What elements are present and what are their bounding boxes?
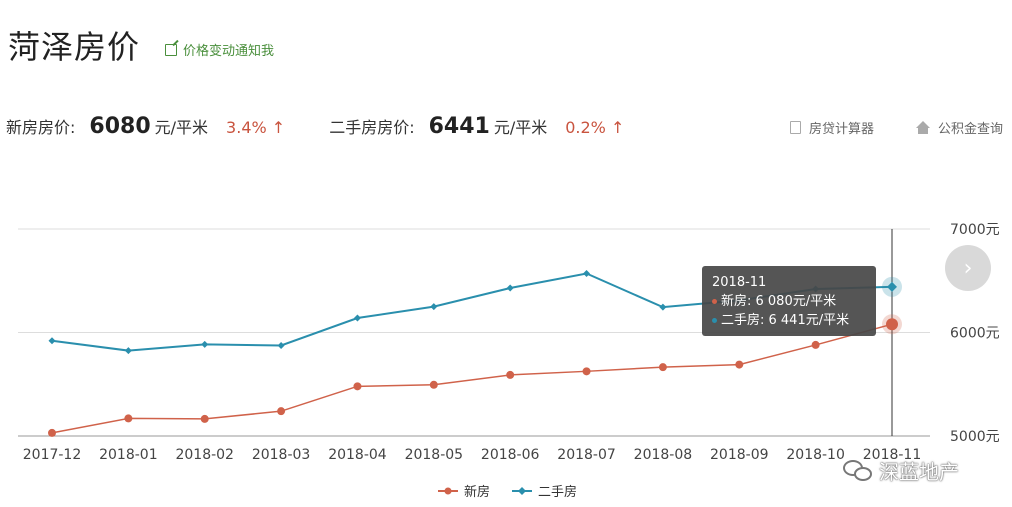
new-price-change: 3.4% ↑ — [226, 118, 286, 137]
watermark-text: 深蓝地产 — [879, 460, 959, 484]
watermark: 深蓝地产 — [843, 456, 959, 485]
price-change-notify-link[interactable]: 价格变动通知我 — [165, 40, 274, 59]
data-point-new — [658, 363, 667, 372]
tooltip-new-dot — [712, 299, 717, 304]
page-title: 菏泽房价 — [8, 28, 141, 66]
mortgage-calculator-link[interactable]: 房贷计算器 — [790, 118, 874, 137]
legend-label-new: 新房 — [464, 484, 490, 500]
tooltip-date: 2018-11 — [712, 275, 767, 290]
new-price-value: 6080 — [89, 114, 151, 139]
housing-fund-query-link[interactable]: 公积金查询 — [916, 118, 1003, 137]
tooltip-new-line: 新房: 6 080元/平米 — [721, 294, 837, 309]
used-price-change: 0.2% ↑ — [565, 118, 625, 137]
data-point-used — [506, 284, 514, 292]
data-point-new — [200, 414, 209, 423]
series-line-new — [51, 323, 893, 434]
price-summary: 新房房价: 6080 元/平米 3.4% ↑ 二手房房价: 6441 元/平米 … — [6, 114, 668, 139]
data-point-used — [430, 303, 438, 311]
legend-marker-used — [518, 487, 526, 495]
x-tick-label: 2018-10 — [786, 447, 845, 463]
x-tick-label: 2018-05 — [405, 447, 464, 463]
chart-tooltip: 2018-11 新房: 6 080元/平米 二手房: 6 441元/平米 — [702, 266, 876, 336]
legend-marker-new — [444, 487, 452, 495]
data-point-new — [506, 370, 515, 379]
used-price-unit: 元/平米 — [493, 118, 548, 137]
home-icon — [916, 121, 930, 134]
data-point-new — [886, 318, 898, 331]
data-point-new — [811, 340, 820, 349]
data-point-used — [887, 281, 897, 292]
notify-link-label: 价格变动通知我 — [183, 44, 275, 59]
data-point-used — [124, 347, 132, 355]
data-point-new — [735, 360, 744, 369]
data-point-new — [353, 382, 362, 391]
next-arrow-button[interactable]: › — [945, 245, 991, 291]
data-point-new — [582, 367, 591, 376]
mortgage-calculator-label: 房贷计算器 — [809, 122, 875, 137]
x-tick-label: 2018-11 — [863, 447, 922, 463]
x-tick-label: 2018-01 — [99, 447, 158, 463]
data-point-new — [277, 407, 286, 416]
tooltip-used-dot — [712, 318, 717, 323]
data-point-used — [48, 337, 56, 345]
data-point-new — [124, 414, 133, 423]
data-point-used — [659, 303, 667, 311]
tooltip-used-line: 二手房: 6 441元/平米 — [721, 313, 850, 328]
y-tick-label: 6000元 — [950, 326, 1000, 342]
x-tick-label: 2018-04 — [328, 447, 387, 463]
price-trend-chart: 7000元 6000元 5000元 2017-12 2018-01 2018-02 2018… — [18, 222, 1000, 500]
data-point-new — [429, 380, 438, 389]
used-price-value: 6441 — [428, 114, 490, 139]
housing-fund-query-label: 公积金查询 — [938, 122, 1004, 137]
data-point-used — [583, 270, 591, 278]
used-price-label: 二手房房价: — [329, 118, 415, 137]
new-price-label: 新房房价: — [6, 118, 76, 137]
data-point-new — [48, 428, 56, 437]
y-tick-label: 5000元 — [950, 429, 1000, 445]
new-price-unit: 元/平米 — [154, 118, 209, 137]
legend-label-used: 二手房 — [538, 484, 577, 500]
x-tick-label: 2018-09 — [710, 447, 769, 463]
y-tick-label: 7000元 — [950, 222, 1000, 238]
wechat-icon — [843, 459, 873, 482]
x-tick-label: 2018-03 — [252, 447, 311, 463]
x-tick-label: 2018-07 — [557, 447, 616, 463]
data-point-used — [353, 314, 361, 322]
calculator-icon — [790, 121, 801, 134]
data-point-used — [201, 340, 209, 348]
x-tick-label: 2017-12 — [23, 447, 82, 463]
x-tick-label: 2018-02 — [175, 447, 234, 463]
x-tick-label: 2018-06 — [481, 447, 540, 463]
edit-icon — [165, 43, 177, 56]
x-tick-label: 2018-08 — [634, 447, 693, 463]
data-point-used — [277, 341, 285, 349]
